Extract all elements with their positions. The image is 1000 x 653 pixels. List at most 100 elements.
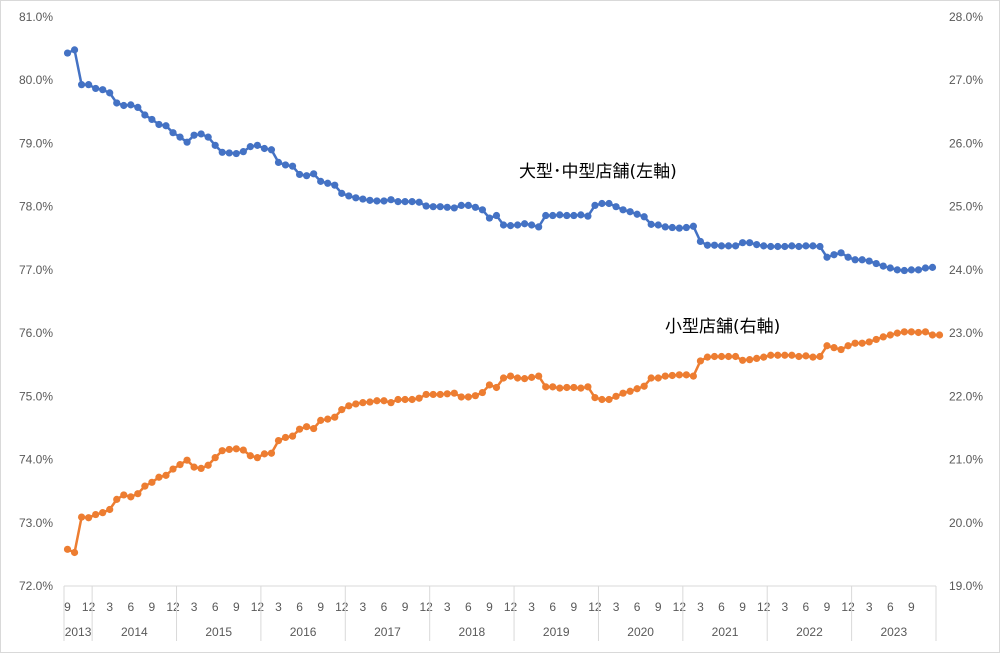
series-point-1 — [225, 445, 233, 454]
series-point-1 — [246, 452, 254, 460]
left-axis-ticks: 72.0% 73.0% 74.0% 75.0% 76.0% 77.0% 78.0% 79.0%… — [19, 10, 53, 593]
series-point-1 — [169, 465, 177, 473]
series-point-0 — [197, 130, 205, 138]
series-point-1 — [619, 389, 627, 397]
series-point-1 — [401, 395, 409, 404]
series-point-0 — [619, 206, 627, 214]
series-point-0 — [556, 211, 564, 219]
series-point-0 — [879, 262, 887, 270]
series-point-1 — [471, 392, 479, 400]
x-month-label: 6 — [803, 600, 810, 614]
series-point-0 — [246, 143, 254, 151]
series-point-0 — [260, 144, 269, 153]
series-point-1 — [612, 392, 620, 400]
x-month-label: 3 — [866, 600, 873, 614]
series-point-1 — [63, 545, 72, 553]
series-point-0 — [682, 223, 690, 232]
series-point-1 — [436, 390, 444, 399]
right-tick-label: 24.0% — [949, 263, 983, 277]
x-month-label: 12 — [757, 600, 771, 614]
right-tick-label: 26.0% — [949, 136, 983, 150]
series-point-1 — [521, 375, 529, 383]
series-point-0 — [640, 213, 648, 221]
series-point-1 — [879, 333, 887, 341]
series-point-1 — [373, 397, 381, 405]
series-point-1 — [626, 387, 634, 395]
series-point-0 — [162, 122, 170, 130]
right-tick-label: 28.0% — [949, 10, 983, 24]
x-month-label: 9 — [570, 600, 577, 614]
series-point-0 — [872, 259, 880, 268]
series-point-1 — [760, 353, 768, 361]
series-point-1 — [753, 354, 761, 362]
series-point-1 — [274, 436, 283, 445]
series-point-1 — [345, 402, 353, 410]
series-point-1 — [809, 353, 817, 361]
series-point-0 — [696, 237, 705, 246]
series-point-0 — [647, 220, 655, 228]
x-month-label: 3 — [697, 600, 704, 614]
series-point-0 — [767, 242, 775, 251]
series-point-0 — [591, 201, 599, 209]
series-label-large-medium: 大型･中型店舗(左軸) — [519, 162, 677, 182]
series-point-1 — [907, 328, 915, 336]
series-point-1 — [724, 352, 733, 361]
series-point-0 — [513, 221, 522, 229]
series-point-0 — [338, 189, 346, 197]
series-point-1 — [267, 449, 276, 457]
series-point-0 — [528, 221, 536, 229]
series-point-1 — [746, 356, 754, 364]
series-point-0 — [63, 49, 72, 57]
x-month-label: 3 — [191, 600, 198, 614]
series-point-1 — [162, 471, 170, 479]
series-point-0 — [492, 211, 501, 220]
series-point-1 — [549, 383, 557, 391]
series-point-0 — [886, 264, 894, 272]
x-year-label: 2013 — [65, 625, 92, 639]
series-point-1 — [492, 383, 501, 392]
x-month-label: 12 — [588, 600, 602, 614]
series-point-1 — [865, 338, 873, 346]
series-point-1 — [77, 513, 86, 521]
x-year-label: 2017 — [374, 625, 401, 639]
x-month-label: 9 — [149, 600, 156, 614]
series-point-0 — [774, 242, 782, 251]
series-point-0 — [661, 223, 669, 231]
series-point-0 — [85, 81, 93, 89]
series-point-1 — [232, 445, 240, 453]
x-year-label: 2014 — [121, 625, 148, 639]
x-month-label: 6 — [887, 600, 894, 614]
series-point-1 — [717, 352, 726, 361]
right-tick-label: 20.0% — [949, 516, 983, 530]
series-point-1 — [654, 374, 662, 382]
x-month-label: 12 — [335, 600, 349, 614]
series-point-0 — [408, 198, 416, 206]
series-point-1 — [134, 490, 142, 498]
series-point-0 — [464, 201, 472, 209]
series-point-0 — [928, 263, 937, 271]
series-point-0 — [429, 203, 437, 211]
series-point-1 — [928, 331, 937, 339]
series-point-1 — [148, 478, 156, 486]
series-point-1 — [239, 446, 247, 454]
series-point-1 — [598, 395, 606, 404]
series-point-1 — [513, 374, 522, 382]
series-point-0 — [570, 211, 578, 220]
series-point-1 — [366, 398, 374, 406]
x-month-label: 12 — [504, 600, 518, 614]
series-point-0 — [788, 242, 796, 250]
x-year-label: 2016 — [290, 625, 317, 639]
series-point-0 — [387, 196, 395, 204]
series-point-1 — [464, 393, 472, 401]
series-point-0 — [654, 221, 662, 229]
series-point-1 — [696, 357, 705, 365]
series-point-0 — [443, 203, 451, 211]
series-point-0 — [267, 146, 276, 154]
left-tick-label: 74.0% — [19, 453, 53, 467]
series-point-1 — [837, 345, 845, 354]
series-point-0 — [830, 251, 838, 259]
series-point-0 — [851, 256, 859, 264]
left-tick-label: 80.0% — [19, 73, 53, 87]
series-point-0 — [232, 149, 240, 158]
